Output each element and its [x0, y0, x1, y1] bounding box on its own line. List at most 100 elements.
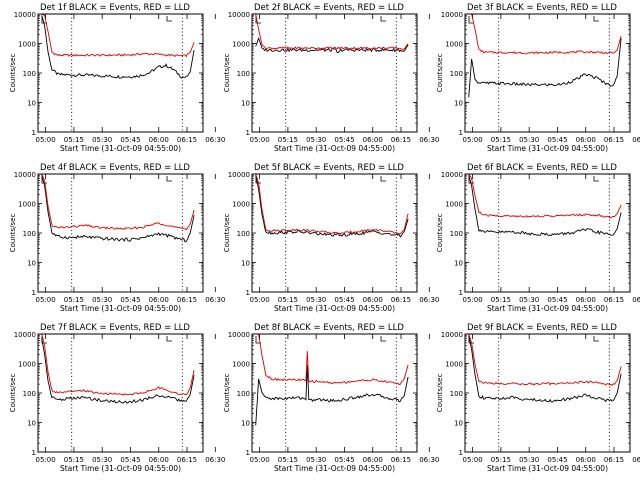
y-tick-label: 1 — [246, 449, 250, 457]
x-tick-label: 05:15 — [491, 296, 511, 304]
panel-7: Det 7f BLACK = Events, RED = LLD 1 10 100 10… — [9, 323, 225, 473]
series-lld-line — [255, 173, 409, 235]
panel-title: Det 3f BLACK = Events, RED = LLD — [467, 3, 617, 13]
panel-3: Det 3f BLACK = Events, RED = LLD 1 10 100 10… — [436, 3, 640, 153]
series-lld-line — [468, 13, 622, 55]
marker-left — [468, 16, 474, 24]
x-tick-label: 05:45 — [334, 296, 354, 304]
y-tick-label: 1 — [246, 129, 250, 137]
x-tick-label: 05:30 — [92, 296, 112, 304]
x-tick-label: 05:45 — [334, 136, 354, 144]
x-tick-label: 06:15 — [604, 136, 624, 144]
x-tick-label: 05:45 — [547, 456, 567, 464]
x-tick-label: 06:00 — [149, 296, 169, 304]
x-tick-label: 05:45 — [120, 136, 140, 144]
y-tick-label: 10000 — [441, 11, 463, 19]
panel-title: Det 7f BLACK = Events, RED = LLD — [40, 323, 190, 333]
y-tick-label: 10000 — [14, 11, 36, 19]
y-axis-label: Counts/sec — [223, 214, 231, 253]
y-tick-label: 100 — [450, 230, 463, 238]
marker-right — [166, 16, 172, 22]
x-tick-label: 06:00 — [576, 296, 596, 304]
x-tick-label: 06:15 — [604, 456, 624, 464]
x-axis-label: Start Time (31-Oct-09 04:55:00) — [274, 304, 395, 313]
x-tick-label: 06:15 — [604, 296, 624, 304]
panel-9: Det 9f BLACK = Events, RED = LLD 1 10 100 10… — [436, 323, 640, 473]
x-tick-label: 05:15 — [491, 136, 511, 144]
x-tick-label: 05:45 — [547, 296, 567, 304]
y-tick-label: 10 — [454, 100, 463, 108]
marker-right — [380, 176, 386, 182]
y-tick-label: 1000 — [18, 41, 36, 49]
x-tick-label: 06:30 — [205, 296, 225, 304]
x-tick-label: 06:30 — [419, 136, 439, 144]
y-tick-label: 10 — [241, 420, 250, 428]
x-tick-label: 05:15 — [278, 296, 298, 304]
y-axis-label: Counts/sec — [436, 214, 444, 253]
x-tick-label: 05:15 — [64, 136, 84, 144]
y-tick-label: 1000 — [232, 41, 250, 49]
x-tick-label: 06:00 — [576, 136, 596, 144]
x-axis-label: Start Time (31-Oct-09 04:55:00) — [487, 304, 608, 313]
x-tick-label: 05:00 — [36, 136, 56, 144]
x-tick-label: 06:00 — [363, 136, 383, 144]
y-tick-label: 1 — [32, 129, 36, 137]
y-tick-label: 10 — [27, 420, 36, 428]
series-lld-line — [41, 13, 195, 58]
y-tick-label: 100 — [23, 70, 36, 78]
plot-frame — [464, 13, 631, 133]
x-tick-label: 05:45 — [334, 456, 354, 464]
marker-right — [593, 176, 599, 182]
x-tick-label: 06:15 — [391, 456, 411, 464]
panel-5: Det 5f BLACK = Events, RED = LLD 1 10 100 10… — [223, 163, 439, 313]
x-tick-label: 06:15 — [177, 456, 197, 464]
series-events-line — [468, 175, 622, 237]
series-lld-line — [255, 333, 409, 386]
x-tick-label: 05:15 — [64, 296, 84, 304]
plot-frame — [37, 173, 204, 293]
y-tick-label: 1 — [32, 449, 36, 457]
x-tick-label: 05:15 — [278, 456, 298, 464]
panel-6: Det 6f BLACK = Events, RED = LLD 1 10 100 10… — [436, 163, 640, 313]
x-tick-label: 06:30 — [205, 456, 225, 464]
y-tick-label: 1000 — [232, 201, 250, 209]
panel-4: Det 4f BLACK = Events, RED = LLD 1 10 100 10… — [9, 163, 225, 313]
x-tick-label: 05:00 — [250, 136, 270, 144]
x-tick-label: 06:30 — [419, 456, 439, 464]
x-axis-label: Start Time (31-Oct-09 04:55:00) — [487, 464, 608, 473]
plot-frame — [251, 333, 418, 453]
panel-1: Det 1f BLACK = Events, RED = LLD 1 10 100 10… — [9, 3, 225, 153]
panel-title: Det 8f BLACK = Events, RED = LLD — [254, 323, 404, 333]
marker-left — [41, 16, 47, 24]
plot-frame — [464, 333, 631, 453]
panel-title: Det 4f BLACK = Events, RED = LLD — [40, 163, 190, 173]
plot-frame — [251, 173, 418, 293]
y-tick-label: 10 — [241, 100, 250, 108]
y-tick-label: 100 — [237, 70, 250, 78]
y-tick-label: 10000 — [441, 331, 463, 339]
marker-right — [593, 336, 599, 342]
x-tick-label: 06:00 — [149, 136, 169, 144]
x-tick-label: 06:00 — [363, 456, 383, 464]
x-tick-label: 05:00 — [463, 296, 483, 304]
x-tick-label: 05:00 — [250, 296, 270, 304]
x-tick-label: 05:45 — [547, 136, 567, 144]
x-tick-label: 05:30 — [306, 296, 326, 304]
y-tick-label: 1000 — [445, 41, 463, 49]
x-tick-label: 05:00 — [250, 456, 270, 464]
x-tick-label: 05:00 — [463, 456, 483, 464]
x-axis-label: Start Time (31-Oct-09 04:55:00) — [274, 464, 395, 473]
marker-right — [166, 336, 172, 342]
x-tick-label: 05:30 — [92, 456, 112, 464]
y-tick-label: 10 — [241, 260, 250, 268]
series-lld-line — [41, 173, 195, 231]
x-axis-label: Start Time (31-Oct-09 04:55:00) — [60, 144, 181, 153]
x-tick-label: 05:30 — [519, 136, 539, 144]
y-tick-label: 1000 — [232, 361, 250, 369]
series-events-line — [41, 175, 195, 243]
x-tick-label: 05:30 — [306, 456, 326, 464]
x-tick-label: 05:45 — [120, 456, 140, 464]
y-axis-label: Counts/sec — [9, 54, 17, 93]
y-tick-label: 10 — [454, 420, 463, 428]
x-tick-label: 06:30 — [632, 456, 640, 464]
